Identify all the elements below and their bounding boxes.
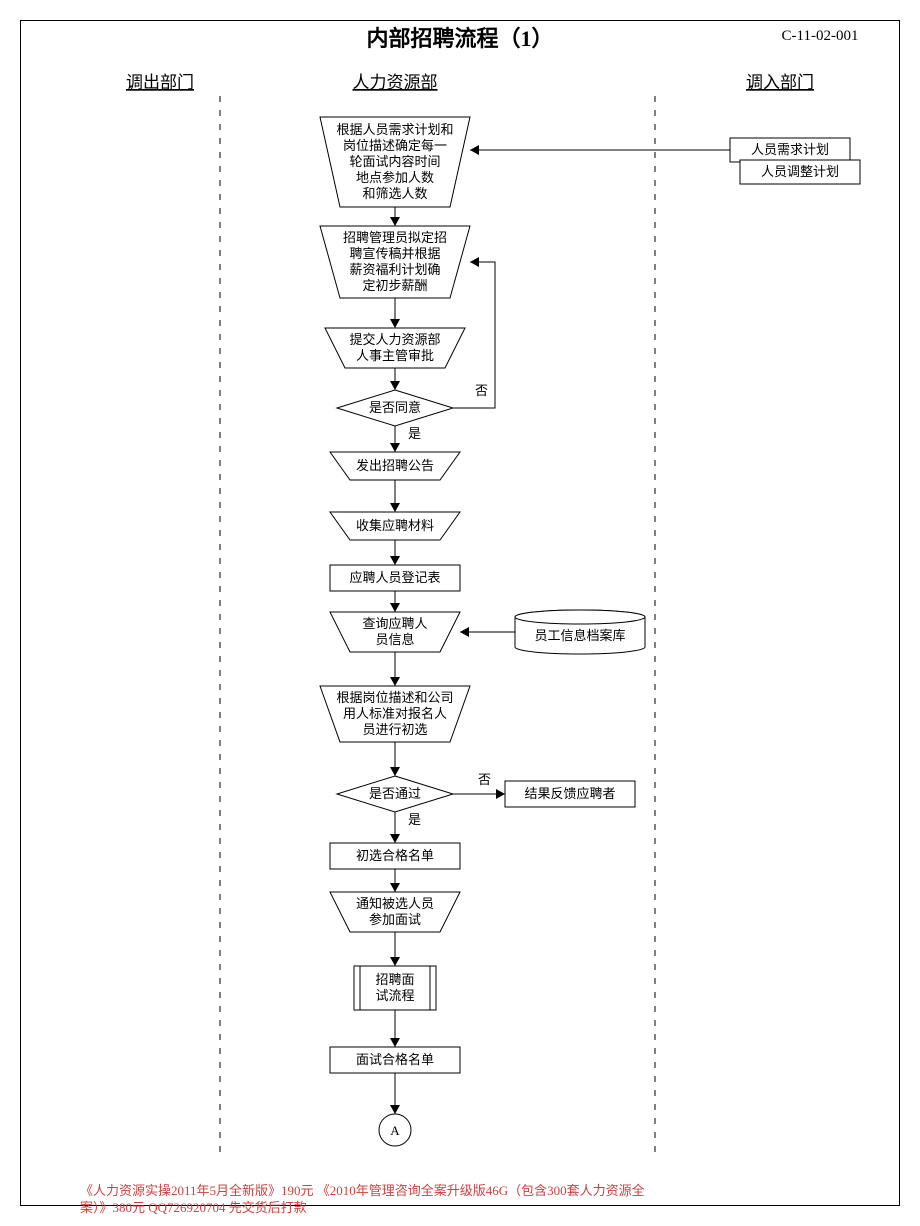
svg-text:参加面试: 参加面试 (369, 912, 421, 927)
page-title: 内部招聘流程（1） (366, 26, 553, 51)
svg-text:聘宣传稿并根据: 聘宣传稿并根据 (349, 246, 440, 261)
svg-text:是否通过: 是否通过 (369, 786, 421, 801)
svg-text:根据岗位描述和公司: 根据岗位描述和公司 (336, 690, 453, 705)
svg-text:和筛选人数: 和筛选人数 (362, 186, 427, 201)
svg-text:招聘面: 招聘面 (375, 972, 414, 987)
svg-text:收集应聘材料: 收集应聘材料 (356, 518, 434, 533)
svg-text:根据人员需求计划和: 根据人员需求计划和 (336, 122, 453, 137)
svg-text:初选合格名单: 初选合格名单 (356, 848, 434, 863)
svg-text:员进行初选: 员进行初选 (362, 722, 427, 737)
svg-text:提交人力资源部: 提交人力资源部 (349, 332, 440, 347)
svg-text:是否同意: 是否同意 (369, 400, 421, 415)
lane-header-out: 调出部门 (126, 73, 194, 92)
svg-text:招聘管理员拟定招: 招聘管理员拟定招 (343, 230, 447, 245)
svg-text:通知被选人员: 通知被选人员 (356, 896, 434, 911)
svg-text:试流程: 试流程 (375, 988, 414, 1003)
label-d2_yes: 是 (408, 812, 421, 827)
doc-number: C-11-02-001 (782, 28, 859, 44)
lane-header-in: 调入部门 (746, 73, 814, 92)
footer-line-1: 《人力资源实操2011年5月全新版》190元 《2010年管理咨询全案升级版46… (80, 1183, 645, 1198)
footer-line-2: 案）》380元 QQ726920704 先交货后打款 (80, 1200, 307, 1215)
svg-text:发出招聘公告: 发出招聘公告 (356, 458, 434, 473)
svg-text:结果反馈应聘者: 结果反馈应聘者 (524, 786, 615, 801)
svg-text:查询应聘人: 查询应聘人 (362, 616, 427, 631)
label-d1_yes: 是 (408, 426, 421, 441)
svg-text:人员需求计划: 人员需求计划 (751, 142, 829, 157)
label-d1_no: 否 (475, 383, 488, 398)
svg-text:用人标准对报名人: 用人标准对报名人 (343, 706, 447, 721)
svg-text:面试合格名单: 面试合格名单 (356, 1052, 434, 1067)
svg-text:员工信息档案库: 员工信息档案库 (534, 628, 625, 643)
svg-text:应聘人员登记表: 应聘人员登记表 (349, 570, 440, 585)
label-d2_no: 否 (478, 772, 491, 787)
svg-text:A: A (390, 1123, 400, 1138)
svg-text:员信息: 员信息 (375, 632, 414, 647)
svg-text:轮面试内容时间: 轮面试内容时间 (349, 154, 440, 169)
svg-text:人事主管审批: 人事主管审批 (356, 348, 434, 363)
svg-text:地点参加人数: 地点参加人数 (356, 170, 434, 185)
lane-header-hr: 人力资源部 (353, 73, 438, 92)
svg-text:薪资福利计划确: 薪资福利计划确 (349, 262, 440, 277)
svg-text:定初步薪酬: 定初步薪酬 (362, 278, 427, 293)
svg-text:岗位描述确定每一: 岗位描述确定每一 (343, 138, 447, 153)
svg-text:人员调整计划: 人员调整计划 (761, 164, 839, 179)
